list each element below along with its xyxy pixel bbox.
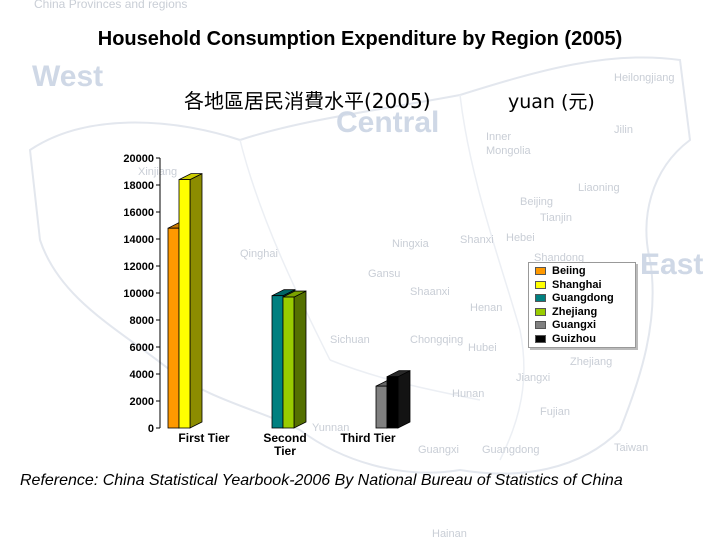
map-place-heilongjiang: Heilongjiang	[614, 72, 675, 84]
map-place-jilin: Jilin	[614, 124, 633, 136]
y-tick-label: 10000	[123, 288, 154, 300]
legend-entry-beiing: Beiing	[535, 265, 586, 278]
bar-guizhou	[386, 370, 411, 429]
category-label: First Tier	[178, 431, 229, 445]
map-place-ningxia: Ningxia	[392, 238, 429, 250]
map-region-west: West	[32, 60, 104, 93]
legend-entry-guizhou: Guizhou	[535, 333, 596, 346]
bar-zhejiang	[282, 290, 307, 429]
map-border	[239, 139, 331, 361]
map-place-taiwan: Taiwan	[614, 442, 649, 454]
bar-front	[375, 385, 388, 429]
bars	[167, 172, 411, 429]
reference-note: Reference: China Statistical Yearbook-20…	[20, 472, 623, 489]
bar-front	[282, 296, 295, 429]
map-place-chongqing: Chongqing	[410, 334, 464, 346]
map-place-zhejiang: Zhejiang	[570, 356, 613, 368]
bar-front	[178, 179, 191, 429]
y-tick-label: 2000	[130, 396, 154, 408]
unit-label: yuan (元)	[508, 91, 595, 113]
legend-entry-guangxi: Guangxi	[535, 319, 596, 332]
map-outline	[28, 56, 692, 475]
map-place-guangdong: Guangdong	[482, 444, 540, 456]
map-place-liaoning: Liaoning	[578, 182, 620, 194]
map-place-sichuan: Sichuan	[330, 334, 370, 346]
legend-entry-shanghai: Shanghai	[535, 279, 602, 292]
bar-side	[397, 370, 411, 429]
map-place-shaanxi: Shaanxi	[410, 286, 450, 298]
legend-label: Shanghai	[552, 278, 602, 291]
y-tick-label: 4000	[130, 369, 154, 381]
bar-front	[386, 376, 399, 429]
map-place-hebei: Hebei	[506, 232, 535, 244]
category-label: Second Tier	[263, 431, 306, 458]
chart-title: Household Consumption Expenditure by Reg…	[97, 28, 623, 50]
map-place-shanxi: Shanxi	[460, 234, 494, 246]
y-tick-label: 8000	[130, 315, 154, 327]
y-axis: 0 2000 4000 6000 8000 10000 12000 14000 16000 180…	[123, 153, 161, 435]
legend-label: Guizhou	[552, 332, 596, 345]
legend-swatch	[535, 307, 546, 316]
map-region-central: Central	[336, 106, 440, 139]
category-label: Third Tier	[340, 431, 395, 445]
legend-label: Beiing	[552, 265, 586, 277]
map-region-east: East	[640, 248, 704, 281]
legend-swatch	[535, 321, 546, 330]
map-header-text: China Provinces and regions	[34, 0, 188, 11]
y-tick-label: 12000	[123, 261, 154, 273]
category-labels: First Tier Second Tier Third Tier	[178, 431, 395, 458]
map-place-fujian: Fujian	[540, 406, 570, 418]
legend-label: Guangxi	[552, 319, 597, 331]
y-tick-label: 6000	[130, 342, 154, 354]
legend-entry-zhejiang: Zhejiang	[535, 306, 597, 319]
map-place-hainan: Hainan	[432, 528, 467, 540]
y-tick-label: 20000	[123, 153, 154, 165]
map-place-qinghai: Qinghai	[240, 248, 278, 260]
legend-swatch	[535, 280, 546, 289]
map-border	[459, 94, 525, 461]
legend: Beiing Shanghai Guangdong Zhejiang Guangxi Gu…	[528, 262, 636, 348]
y-tick-label: 0	[148, 423, 154, 435]
bar-side	[293, 290, 307, 429]
map-place-inner-mongolia: Inner Mongolia	[486, 131, 531, 157]
legend-label: Guangdong	[552, 292, 614, 304]
legend-label: Zhejiang	[552, 305, 598, 318]
map-place-beijing: Beijing	[520, 196, 554, 208]
map-place-guangxi: Guangxi	[418, 444, 459, 456]
map-place-hunan: Hunan	[452, 388, 485, 400]
y-tick-label: 18000	[123, 180, 154, 192]
legend-entry-guangdong: Guangdong	[535, 292, 614, 305]
bar-front	[271, 295, 284, 429]
bar-shanghai	[178, 172, 203, 429]
map-place-jiangxi: Jiangxi	[516, 372, 551, 384]
map-place-xinjiang: Xinjiang	[138, 166, 178, 178]
map-place-tianjin: Tianjin	[540, 212, 572, 224]
legend-swatch	[535, 294, 546, 303]
y-tick-label: 14000	[123, 234, 154, 246]
bar-front	[167, 227, 180, 429]
chart-subtitle: 各地區居民消費水平(2005)	[184, 89, 431, 113]
map-place-henan: Henan	[470, 302, 503, 314]
map-place-yunnan: Yunnan	[312, 422, 350, 434]
map-place-hubei: Hubei	[468, 342, 497, 354]
bar-side	[189, 172, 203, 429]
map-place-gansu: Gansu	[368, 268, 401, 280]
legend-swatch	[535, 267, 546, 276]
map-place-shandong: Shandong	[534, 252, 585, 264]
y-tick-label: 16000	[123, 207, 154, 219]
legend-swatch	[535, 334, 546, 343]
